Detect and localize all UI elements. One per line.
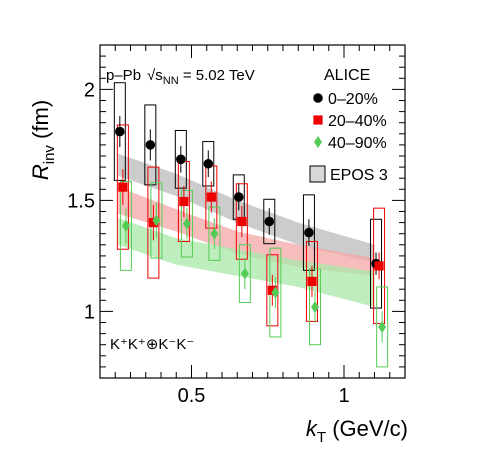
marker-square-1 [118,182,128,192]
marker-circle-6 [264,216,275,227]
marker-diamond-1 [121,219,130,232]
legend-label-3: 40–90% [328,135,387,152]
marker-square-8 [374,261,384,271]
marker-circle-5 [233,192,244,202]
markers-layer [115,126,387,333]
sys-box-s2-1 [116,124,129,250]
marker-diamond-4 [210,227,219,240]
y-axis-label-unit: (fm) [28,100,53,145]
sys-box-s1-4 [202,141,215,187]
marker-square-2 [148,218,158,228]
sys-box-s3-4 [208,206,221,261]
marker-square-7 [307,276,317,287]
experiment-label: ALICE [324,67,370,84]
legend: 0–20% 20–40% 40–90% EPOS 3 [309,91,388,184]
marker-circle-4 [203,158,214,169]
marker-circle-3 [176,154,186,165]
sys-box-s2-5 [235,183,248,260]
marker-circle-7 [304,227,314,238]
energy-label: √s [147,67,163,84]
axis-ticks-layer [99,44,406,379]
marker-diamond-5 [240,267,249,280]
x-axis-label-unit: (GeV/c) [326,416,408,441]
y-axis-label-sub: inv [41,145,58,165]
x-axis-label: kT (GeV/c) [306,416,408,446]
marker-square-5 [237,216,247,227]
system-annotation: p–Pb √sNN = 5.02 TeV [106,67,255,87]
system-label: p–Pb [106,67,141,84]
legend-model-swatch [309,165,326,183]
sys-box-s3-3 [180,189,193,258]
legend-model-label: EPOS 3 [330,167,388,184]
legend-marker-diamond [314,136,322,148]
model-band-2 [118,187,375,276]
sys-box-s1-7 [302,194,315,271]
marker-diamond-2 [152,214,161,227]
x-tick-label: 1 [338,385,349,407]
sys-box-s3-7 [309,268,322,346]
marker-diamond-7 [311,300,320,313]
energy-subscript: NN [163,75,179,87]
sys-box-s1-6 [263,198,276,245]
sys-box-s1-1 [113,82,126,181]
pair-label: K⁺K⁺⊕K⁻K⁻ [110,336,194,353]
y-tick-label: 1 [84,301,95,323]
x-axis-label-main: k [306,416,318,441]
y-axis-label: Rinv (fm) [28,100,58,180]
sys-box-s2-7 [305,240,318,322]
sys-box-s3-1 [119,181,132,271]
x-tick-label: 0.5 [178,385,206,407]
marker-square-6 [267,285,277,295]
marker-diamond-8 [378,320,387,333]
sys-box-s3-5 [238,244,251,304]
x-axis-label-sub: T [317,429,326,446]
sys-box-s1-2 [144,104,157,186]
legend-label-2: 20–40% [328,113,387,130]
y-tick-label: 1.5 [67,190,95,212]
sys-box-s3-8 [376,286,389,368]
legend-label-1: 0–20% [328,91,378,108]
legend-marker-circle [313,93,323,103]
marker-square-3 [179,196,189,207]
marker-circle-1 [115,126,125,137]
energy-value: = 5.02 TeV [179,67,255,84]
sys-box-s1-3 [174,129,187,189]
marker-diamond-3 [182,217,191,230]
marker-circle-2 [145,140,156,150]
y-axis-label-main: R [28,164,53,180]
tick-labels-layer: 0.5 1 1 1.5 2 [67,79,349,407]
y-tick-label: 2 [84,79,95,101]
marker-square-4 [206,192,216,202]
legend-marker-square [313,115,323,125]
marker-diamond-6 [271,286,280,299]
